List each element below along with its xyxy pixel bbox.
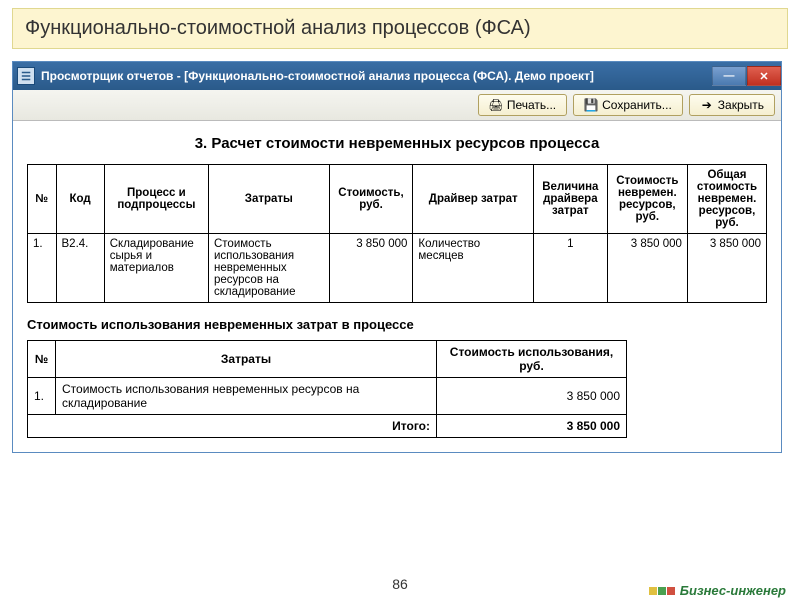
slide-title: Функционально-стоимостной анализ процесс… <box>12 8 788 49</box>
close-window-button[interactable]: ✕ <box>747 66 781 86</box>
cell-code: B2.4. <box>56 234 104 303</box>
close-label: Закрыть <box>718 98 764 112</box>
window-titlebar: ☰ Просмотрщик отчетов - [Функционально-с… <box>13 62 781 90</box>
save-button[interactable]: 💾 Сохранить... <box>573 94 683 116</box>
col-costs: Затраты <box>208 165 329 234</box>
main-cost-table: № Код Процесс и подпроцессы Затраты Стои… <box>27 164 767 303</box>
save-icon: 💾 <box>584 98 598 112</box>
cell-cost-rub: 3 850 000 <box>329 234 413 303</box>
window-controls: — ✕ <box>711 66 781 86</box>
cell-driver-value: 1 <box>534 234 608 303</box>
window-title: Просмотрщик отчетов - [Функционально-сто… <box>41 69 711 83</box>
total-row: Итого: 3 850 000 <box>28 415 627 438</box>
cell-costs: Стоимость использования невременных ресу… <box>208 234 329 303</box>
sum-col-usage: Стоимость использования, руб. <box>437 341 627 378</box>
app-icon: ☰ <box>17 67 35 85</box>
col-num: № <box>28 165 57 234</box>
col-driver: Драйвер затрат <box>413 165 534 234</box>
total-label: Итого: <box>28 415 437 438</box>
subsection-title: Стоимость использования невременных затр… <box>27 317 767 332</box>
col-driver-value: Величина драйвера затрат <box>534 165 608 234</box>
section-title: 3. Расчет стоимости невременных ресурсов… <box>27 135 767 152</box>
cell-nontemp: 3 850 000 <box>607 234 687 303</box>
brand-icon <box>649 587 675 595</box>
sum-cell-costs: Стоимость использования невременных ресу… <box>56 378 437 415</box>
minimize-button[interactable]: — <box>712 66 746 86</box>
table-row: 1. B2.4. Складирование сырья и материало… <box>28 234 767 303</box>
table-row: 1. Стоимость использования невременных р… <box>28 378 627 415</box>
total-value: 3 850 000 <box>437 415 627 438</box>
print-button[interactable]: 🖨 Печать... <box>478 94 567 116</box>
exit-icon: ➔ <box>700 98 714 112</box>
summary-table: № Затраты Стоимость использования, руб. … <box>27 340 627 438</box>
col-nontemp: Стоимость невремен. ресурсов, руб. <box>607 165 687 234</box>
cell-total: 3 850 000 <box>687 234 766 303</box>
save-label: Сохранить... <box>602 98 672 112</box>
col-code: Код <box>56 165 104 234</box>
cell-process: Складирование сырья и материалов <box>104 234 208 303</box>
col-process: Процесс и подпроцессы <box>104 165 208 234</box>
sum-cell-num: 1. <box>28 378 56 415</box>
report-window: ☰ Просмотрщик отчетов - [Функционально-с… <box>12 61 782 453</box>
printer-icon: 🖨 <box>489 98 503 112</box>
close-button[interactable]: ➔ Закрыть <box>689 94 775 116</box>
report-content: 3. Расчет стоимости невременных ресурсов… <box>13 121 781 452</box>
footer-brand-text: Бизнес-инженер <box>680 583 786 598</box>
cell-num: 1. <box>28 234 57 303</box>
toolbar: 🖨 Печать... 💾 Сохранить... ➔ Закрыть <box>13 90 781 121</box>
sum-cell-usage: 3 850 000 <box>437 378 627 415</box>
print-label: Печать... <box>507 98 556 112</box>
sum-col-num: № <box>28 341 56 378</box>
col-cost-rub: Стоимость, руб. <box>329 165 413 234</box>
col-total: Общая стоимость невремен. ресурсов, руб. <box>687 165 766 234</box>
sum-col-costs: Затраты <box>56 341 437 378</box>
footer-brand: Бизнес-инженер <box>649 583 786 598</box>
cell-driver: Количество месяцев <box>413 234 534 303</box>
